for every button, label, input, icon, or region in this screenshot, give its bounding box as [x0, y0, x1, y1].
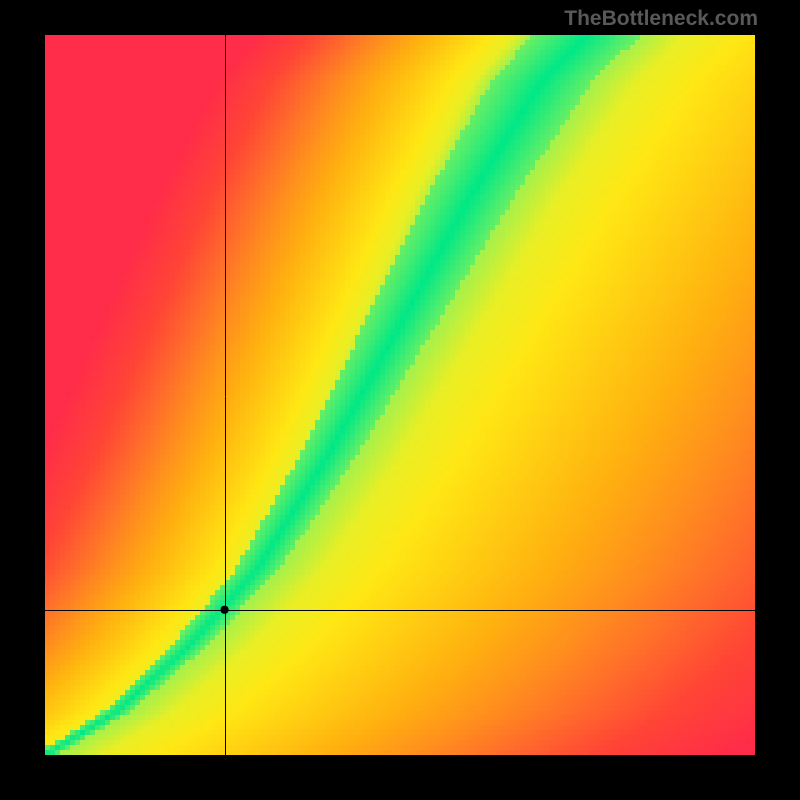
- watermark-text: TheBottleneck.com: [564, 7, 758, 31]
- crosshair-overlay: [0, 0, 800, 800]
- chart-container: TheBottleneck.com: [0, 0, 800, 800]
